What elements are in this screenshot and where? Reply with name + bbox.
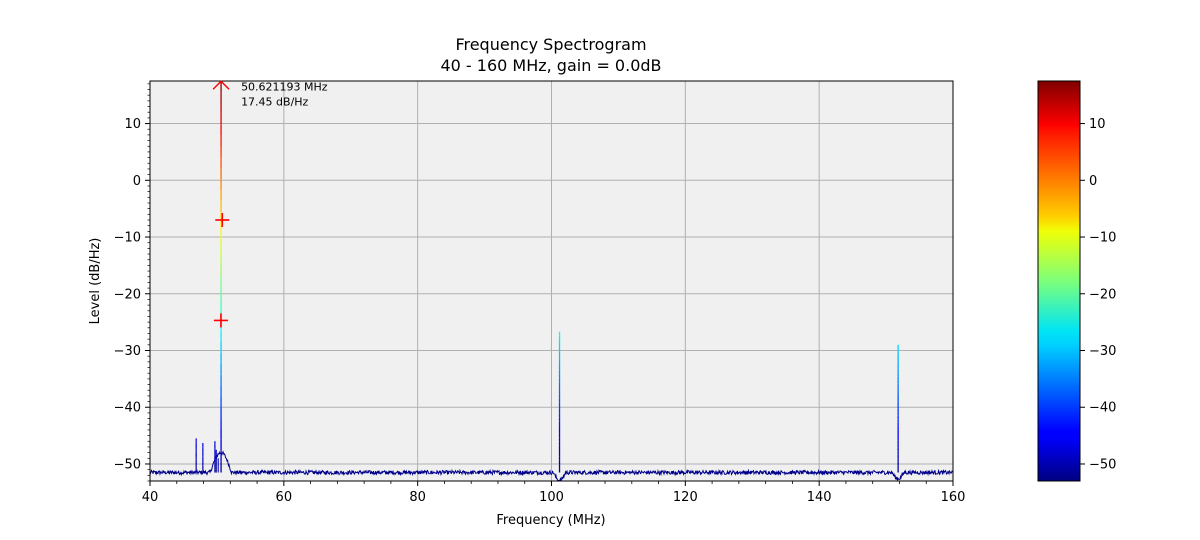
peak-annotation: 50.621193 MHz 17.45 dB/Hz (212, 80, 328, 108)
colorbar-tick-label: −20 (1089, 287, 1116, 302)
colorbar-gradient (1037, 80, 1081, 482)
chart-subtitle: 40 - 160 MHz, gain = 0.0dB (440, 56, 661, 75)
colorbar-tick-label: −40 (1089, 401, 1116, 416)
x-tick-label: 140 (807, 490, 832, 505)
y-tick-label: 0 (133, 174, 141, 189)
x-tick-label: 80 (409, 490, 426, 505)
y-tick-label: −30 (114, 344, 141, 359)
colorbar-tick-label: 10 (1089, 117, 1106, 132)
x-tick-label: 160 (941, 490, 966, 505)
y-tick-label: −40 (114, 401, 141, 416)
x-axis-label: Frequency (MHz) (496, 513, 605, 528)
grid-lines (150, 81, 953, 481)
chart-title: Frequency Spectrogram (455, 35, 646, 54)
y-tick-label: −20 (114, 287, 141, 302)
noise-floor-trace (150, 450, 953, 481)
colorbar-tick-label: −10 (1089, 231, 1116, 246)
colorbar-tick-label: −50 (1089, 457, 1116, 472)
spectrum-data (150, 81, 953, 481)
colorbar-tick-label: −30 (1089, 344, 1116, 359)
x-tick-label: 120 (673, 490, 698, 505)
y-tick-label: −50 (114, 457, 141, 472)
annotation-frequency: 50.621193 MHz (241, 80, 328, 93)
y-tick-label: −10 (114, 231, 141, 246)
y-axis-label: Level (dB/Hz) (88, 238, 103, 325)
x-tick-label: 100 (539, 490, 564, 505)
x-tick-label: 60 (276, 490, 293, 505)
colorbar-tick-label: 0 (1089, 174, 1097, 189)
x-tick-label: 40 (142, 490, 159, 505)
annotation-level: 17.45 dB/Hz (241, 95, 308, 108)
y-tick-label: 10 (124, 117, 141, 132)
colorbar: 10 0 −10 −20 −30 −40 −50 (1037, 80, 1116, 482)
annotation-arrow (212, 80, 230, 90)
